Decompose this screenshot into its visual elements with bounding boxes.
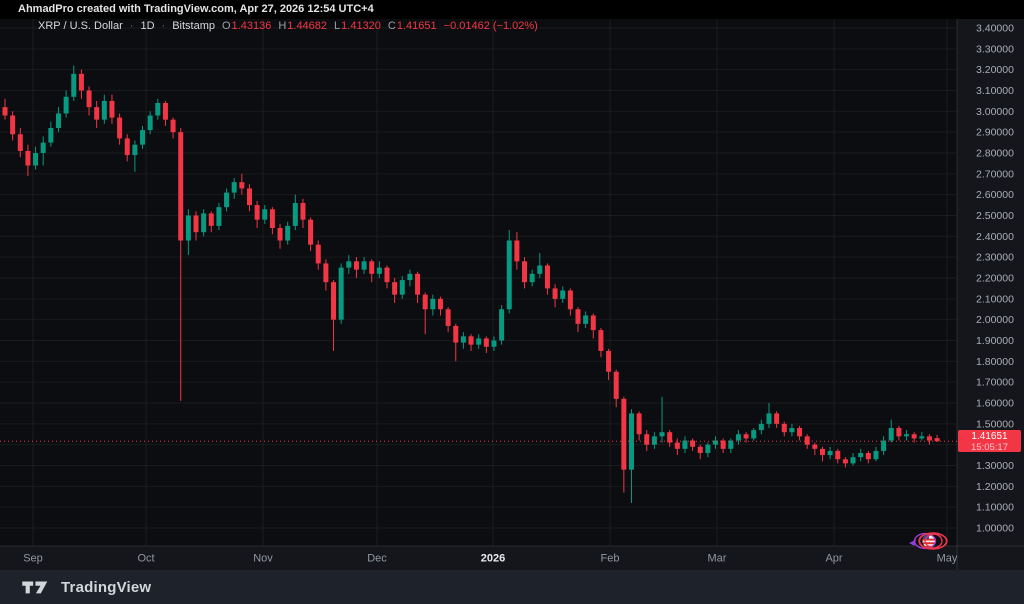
symbol-title[interactable]: XRP / U.S. Dollar	[38, 20, 123, 32]
last-price-label: 1.41651 15:05:17	[958, 430, 1021, 453]
legend-separator: ·	[161, 20, 166, 32]
svg-text:1.20000: 1.20000	[976, 481, 1014, 493]
svg-text:2.30000: 2.30000	[976, 252, 1014, 264]
svg-text:2.20000: 2.20000	[976, 272, 1014, 284]
gridlines	[0, 19, 957, 546]
svg-text:Apr: Apr	[825, 553, 842, 565]
svg-text:1.10000: 1.10000	[976, 502, 1014, 514]
footer-bar: TradingView	[0, 570, 1024, 604]
bar-countdown: 15:05:17	[971, 442, 1008, 453]
svg-text:1.90000: 1.90000	[976, 335, 1014, 347]
svg-text:1.70000: 1.70000	[976, 377, 1014, 389]
time-axis[interactable]: Sep Oct Nov Dec 2026 Feb Mar Apr May	[23, 553, 958, 565]
svg-text:May: May	[937, 553, 958, 565]
tradingview-logo-icon[interactable]	[18, 577, 52, 597]
svg-text:1.30000: 1.30000	[976, 460, 1014, 472]
high-value: H 1.44682	[278, 20, 328, 32]
chart-backgrounds	[0, 19, 1024, 570]
svg-text:Dec: Dec	[367, 553, 387, 565]
svg-text:2.50000: 2.50000	[976, 210, 1014, 222]
svg-text:Feb: Feb	[601, 553, 620, 565]
svg-text:2.90000: 2.90000	[976, 127, 1014, 139]
svg-text:Oct: Oct	[137, 553, 154, 565]
symbol-legend[interactable]: XRP / U.S. Dollar · 1D · Bitstamp O 1.431…	[38, 20, 538, 32]
svg-text:2.10000: 2.10000	[976, 293, 1014, 305]
svg-text:Nov: Nov	[253, 553, 273, 565]
svg-text:2.60000: 2.60000	[976, 189, 1014, 201]
tradingview-logo-text[interactable]: TradingView	[61, 578, 152, 596]
svg-text:3.30000: 3.30000	[976, 43, 1014, 55]
svg-text:Mar: Mar	[708, 553, 727, 565]
price-axis[interactable]: 3.40000 3.30000 3.20000 3.10000 3.00000 2.900…	[976, 23, 1014, 535]
axis-separators	[0, 19, 1024, 570]
svg-text:3.20000: 3.20000	[976, 64, 1014, 76]
candles-layer	[2, 65, 940, 503]
svg-text:3.40000: 3.40000	[976, 23, 1014, 35]
svg-text:1.80000: 1.80000	[976, 356, 1014, 368]
svg-text:1.00000: 1.00000	[976, 522, 1014, 534]
svg-text:3.00000: 3.00000	[976, 106, 1014, 118]
svg-text:2.70000: 2.70000	[976, 168, 1014, 180]
legend-separator: ·	[129, 20, 134, 32]
svg-text:3.10000: 3.10000	[976, 85, 1014, 97]
us-flag-scribble-sticker[interactable]	[909, 532, 948, 550]
svg-text:2.40000: 2.40000	[976, 231, 1014, 243]
open-value: O 1.43136	[221, 20, 272, 32]
svg-text:2.80000: 2.80000	[976, 147, 1014, 159]
close-value: C 1.41651	[387, 20, 437, 32]
low-value: L 1.41320	[334, 20, 381, 32]
last-price-value: 1.41651	[971, 431, 1008, 442]
svg-text:Sep: Sep	[23, 553, 43, 565]
change-value: −0.01462 (−1.02%)	[443, 20, 538, 32]
timeframe-label[interactable]: 1D	[140, 20, 155, 32]
attribution-bar: AhmadPro created with TradingView.com, A…	[0, 0, 1024, 19]
svg-text:1.60000: 1.60000	[976, 397, 1014, 409]
svg-text:2026: 2026	[481, 553, 505, 565]
svg-text:2.00000: 2.00000	[976, 314, 1014, 326]
svg-text:1.50000: 1.50000	[976, 418, 1014, 430]
exchange-label[interactable]: Bitstamp	[172, 20, 215, 32]
